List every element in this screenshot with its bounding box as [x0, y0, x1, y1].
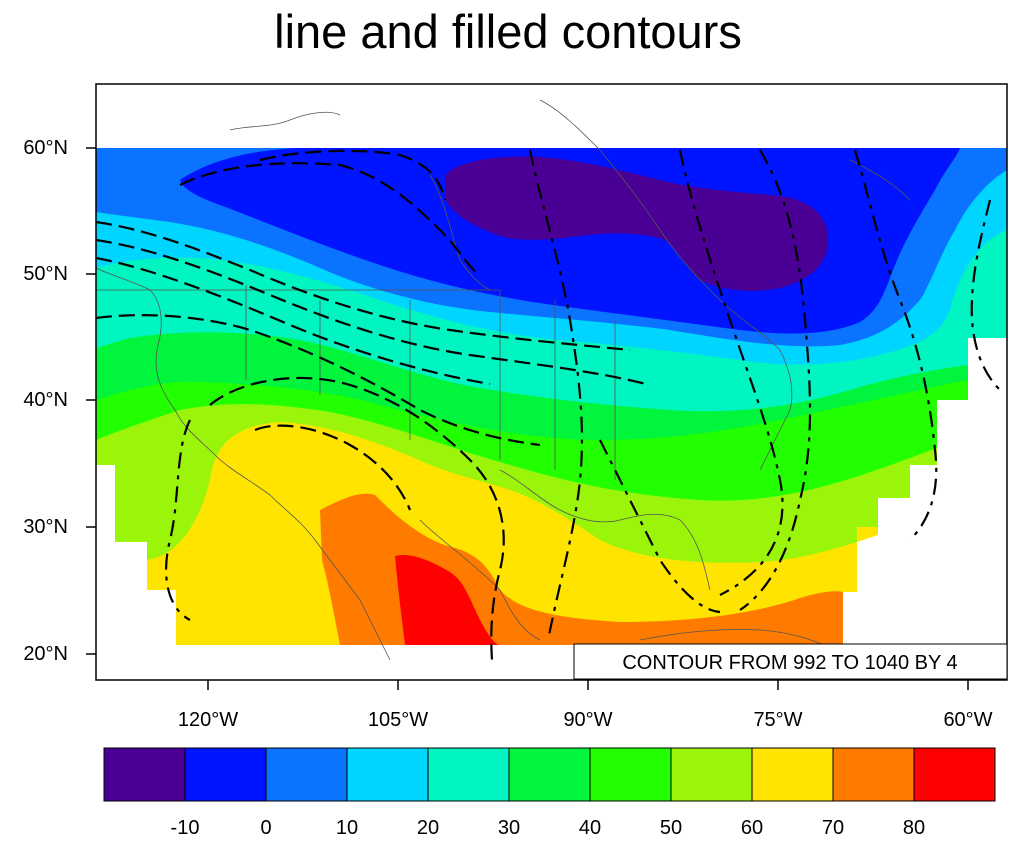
contour-line [259, 149, 447, 201]
band-below-neg10 [445, 156, 828, 291]
lon-label-90w: 90°W [563, 709, 613, 731]
colorbar-box [589, 747, 672, 802]
lat-label-20n: 20°N [23, 643, 68, 665]
info-label-box [573, 643, 1008, 680]
colorbar-label: 30 [497, 817, 521, 839]
colorbar-box [913, 747, 996, 802]
contour-line [179, 162, 481, 276]
contour-line [254, 424, 412, 511]
colorbar-label: 20 [416, 817, 440, 839]
colorbar-label: 50 [659, 817, 683, 839]
filled-contours [96, 148, 1007, 645]
lat-label-60n: 60°N [23, 137, 68, 159]
plot-frame [95, 83, 1008, 681]
colorbar-label: 10 [335, 817, 359, 839]
colorbar-label: 80 [902, 817, 926, 839]
colorbar-box [670, 747, 753, 802]
contour-line [970, 199, 1001, 391]
colorbar [103, 747, 996, 802]
contour-line [739, 149, 812, 611]
colorbar-label: -10 [170, 817, 200, 839]
colorbar-box [184, 747, 267, 802]
contour-line [209, 376, 505, 661]
colorbar-box [427, 747, 510, 802]
lat-label-30n: 30°N [23, 516, 68, 538]
contour-line [96, 238, 651, 387]
lon-label-60w: 60°W [943, 709, 993, 731]
colorbar-box [103, 747, 186, 802]
colorbar-box [508, 747, 591, 802]
contour-line [96, 220, 631, 352]
colorbar-box [346, 747, 429, 802]
colorbar-label: 70 [821, 817, 845, 839]
lon-label-75w: 75°W [753, 709, 803, 731]
lat-label-40n: 40°N [23, 389, 68, 411]
lat-label-50n: 50°N [23, 263, 68, 285]
lon-ticks [207, 680, 969, 690]
colorbar-box [832, 747, 915, 802]
lat-ticks [86, 147, 96, 655]
line-contours [96, 149, 1001, 661]
colorbar-label: 60 [740, 817, 764, 839]
contour-line [599, 439, 721, 614]
contour-line [678, 149, 784, 596]
band-80-plus [395, 554, 500, 645]
info-label: CONTOUR FROM 992 TO 1040 BY 4 [622, 652, 957, 674]
colorbar-box [751, 747, 834, 802]
chart-title: line and filled contours [274, 5, 742, 58]
contour-line [96, 314, 541, 447]
lon-label-105w: 105°W [367, 709, 429, 731]
colorbar-box [265, 747, 348, 802]
contour-line [528, 149, 584, 641]
contour-line [853, 149, 938, 541]
colorbar-label: 0 [260, 817, 272, 839]
contour-line [96, 256, 491, 386]
lon-label-120w: 120°W [177, 709, 239, 731]
colorbar-label: 40 [578, 817, 602, 839]
